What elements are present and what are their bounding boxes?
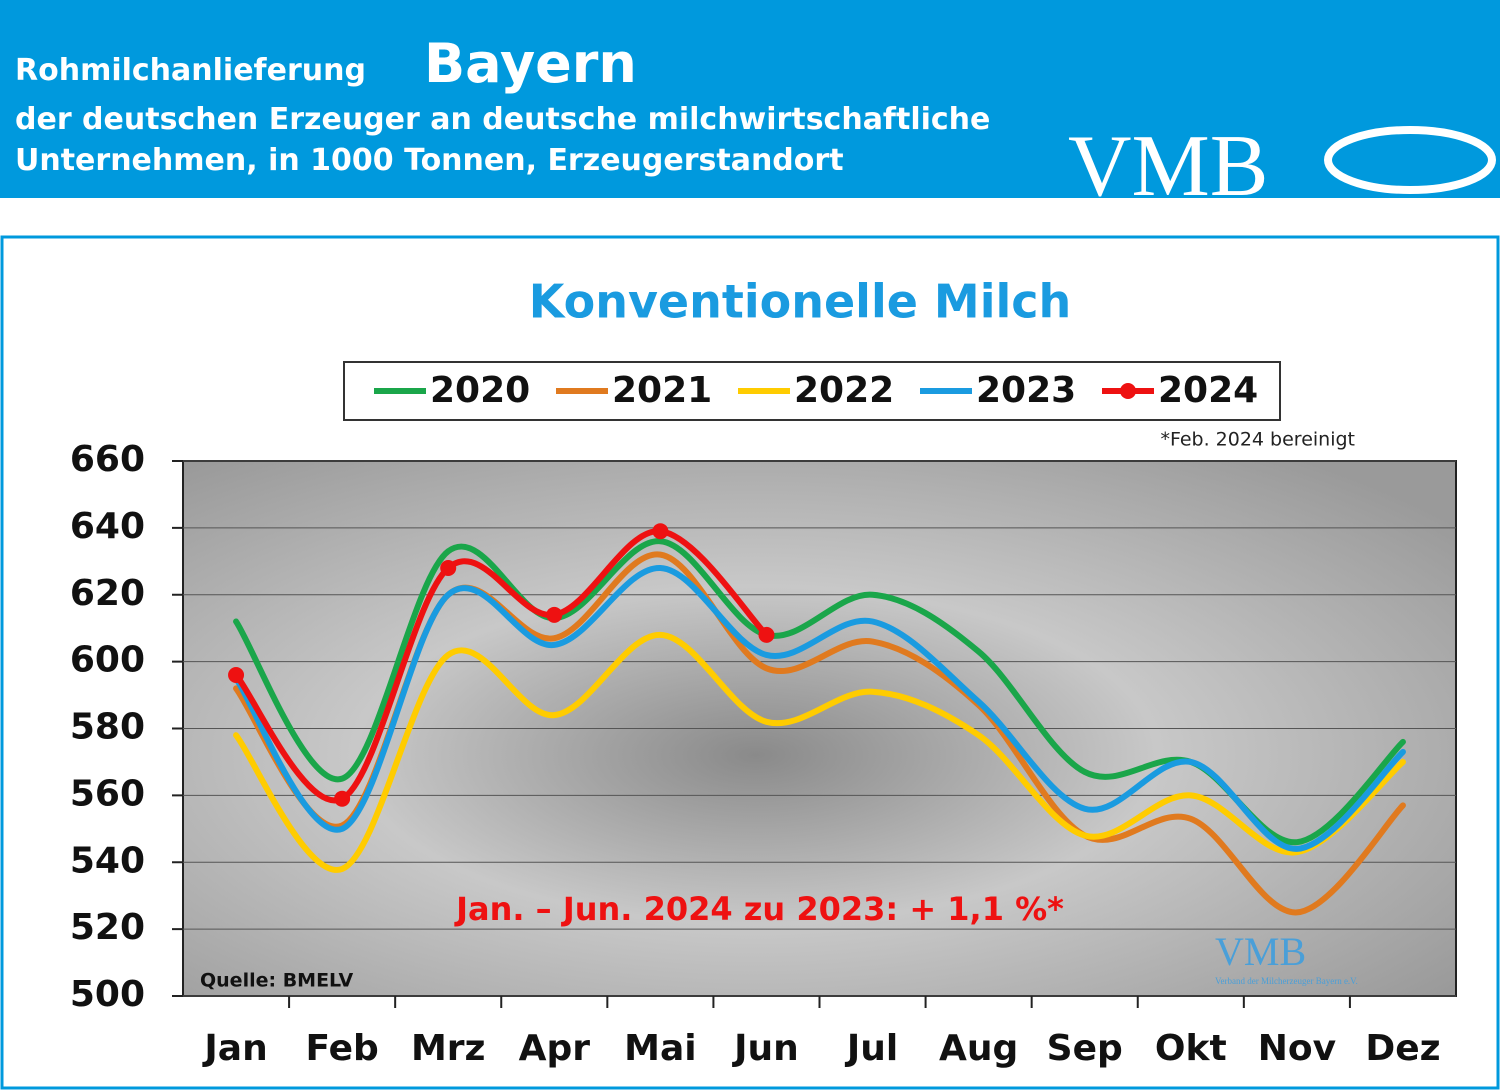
logo: VMB bbox=[1068, 118, 1269, 215]
y-tick-label: 520 bbox=[70, 907, 145, 948]
y-tick-label: 640 bbox=[70, 506, 145, 547]
legend-label: 2020 bbox=[430, 370, 530, 411]
series-line bbox=[233, 564, 1406, 852]
x-tick-label: Okt bbox=[1155, 1028, 1227, 1069]
y-tick-label: 660 bbox=[70, 439, 145, 480]
x-tick-label: Mai bbox=[624, 1028, 696, 1069]
y-tick-label: 600 bbox=[70, 640, 145, 681]
x-tick-label: Sep bbox=[1047, 1028, 1123, 1069]
legend-label: 2021 bbox=[612, 370, 712, 411]
source: Quelle: BMELV bbox=[200, 970, 354, 992]
chart-title: Konventionelle Milch bbox=[529, 275, 1072, 329]
x-tick-label: Feb bbox=[305, 1028, 378, 1069]
x-tick-label: Mrz bbox=[411, 1028, 486, 1069]
x-tick-label: Apr bbox=[519, 1028, 591, 1069]
annotation: Jan. – Jun. 2024 zu 2023: + 1,1 %* bbox=[454, 890, 1064, 928]
legend-label: 2023 bbox=[976, 370, 1076, 411]
legend-label: 2024 bbox=[1158, 370, 1258, 411]
watermark: VMB bbox=[1215, 929, 1306, 974]
x-tick-label: Nov bbox=[1258, 1028, 1336, 1069]
logo-swirl bbox=[1324, 126, 1496, 194]
series-line bbox=[233, 631, 1406, 873]
series-marker bbox=[440, 560, 457, 576]
watermark-sub: Verband der Milcherzeuger Bayern e.V. bbox=[1215, 976, 1358, 986]
y-tick-label: 500 bbox=[70, 974, 145, 1015]
footnote: *Feb. 2024 bereinigt bbox=[1160, 429, 1355, 451]
legend-marker bbox=[1120, 383, 1136, 399]
y-tick-label: 620 bbox=[70, 573, 145, 614]
legend-label: 2022 bbox=[794, 370, 894, 411]
header-title-small: Rohmilchanlieferung bbox=[15, 53, 366, 88]
y-tick-label: 580 bbox=[70, 707, 145, 748]
y-tick-label: 540 bbox=[70, 840, 145, 881]
series-marker bbox=[334, 790, 351, 807]
x-tick-label: Dez bbox=[1365, 1028, 1440, 1069]
header-line: Unternehmen, in 1000 Tonnen, Erzeugersta… bbox=[15, 143, 844, 178]
x-tick-label: Jun bbox=[731, 1028, 799, 1069]
series-marker bbox=[546, 606, 563, 623]
x-tick-label: Jul bbox=[844, 1028, 898, 1069]
series-marker bbox=[228, 667, 245, 683]
series-marker bbox=[652, 523, 669, 540]
y-tick-label: 560 bbox=[70, 773, 145, 814]
series-marker bbox=[758, 626, 775, 643]
header-line: der deutschen Erzeuger an deutsche milch… bbox=[15, 102, 990, 137]
x-tick-label: Jan bbox=[201, 1028, 267, 1069]
x-tick-label: Aug bbox=[939, 1028, 1018, 1069]
header-band bbox=[0, 0, 1500, 198]
header-title-big: Bayern bbox=[424, 32, 637, 95]
